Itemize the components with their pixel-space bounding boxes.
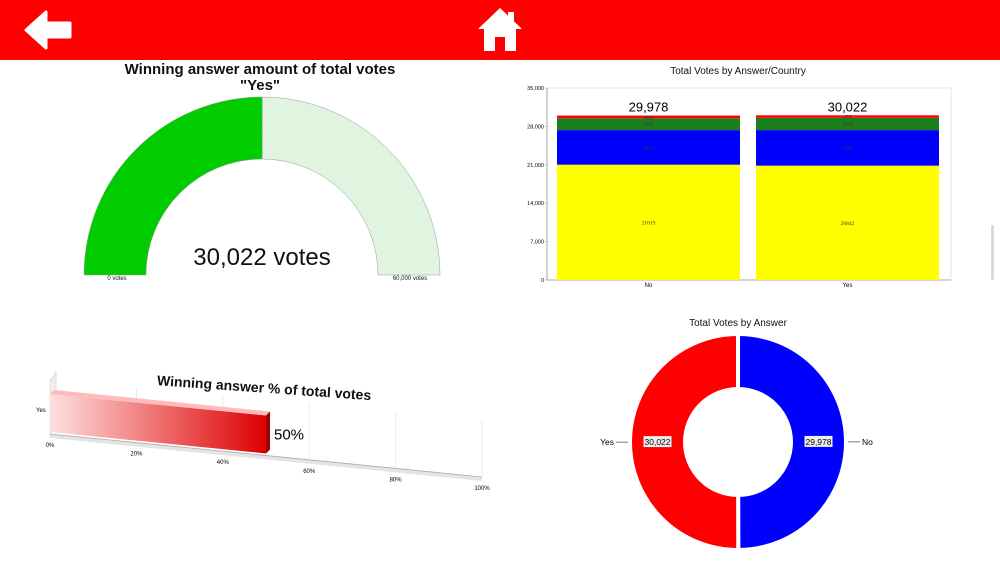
percent-bar-top	[50, 390, 270, 416]
stacked-bar-segment	[557, 118, 740, 131]
percent-value-label: 50%	[274, 427, 304, 444]
stacked-bar-segment	[557, 164, 740, 280]
x-tick-label: 80%	[390, 477, 403, 483]
segment-value-label: 2167	[643, 122, 654, 128]
x-tick-label: 20%	[130, 452, 143, 458]
stacked-bar-chart: 0 7,000 14,000 21,000 28,000 35,000 21019 6304 2…	[527, 86, 952, 289]
gauge-max-label: 60,000 votes	[392, 276, 428, 282]
x-tick-label: 60%	[303, 469, 316, 475]
stacked-chart-title: Total Votes by Answer/Country	[670, 66, 806, 77]
stacked-bar-segment	[557, 115, 740, 119]
y-tick-label: 7,000	[530, 240, 544, 246]
x-tick-label: 0%	[46, 443, 55, 449]
slice-label-bg	[804, 435, 833, 447]
donut-chart-title: Total Votes by Answer	[689, 318, 787, 329]
home-icon	[478, 8, 522, 51]
home-button[interactable]	[475, 4, 525, 56]
gauge-remaining-arc	[261, 96, 441, 276]
segment-value-label: 488	[644, 115, 653, 121]
x-tick-label: 100%	[474, 486, 490, 492]
y-tick-label: 14,000	[527, 201, 544, 207]
slice-name-label: Yes	[600, 437, 614, 447]
y-tick-label: 28,000	[527, 124, 544, 130]
stacked-bar-segment	[756, 165, 939, 280]
gauge-answer-text: "Yes"	[239, 77, 281, 94]
stacked-bar-segment	[756, 117, 939, 131]
segment-value-label: 2239	[842, 122, 853, 128]
x-tick-label: Yes	[843, 283, 853, 289]
x-tick-label: 40%	[217, 460, 230, 466]
y-category-label: Yes	[36, 408, 46, 414]
percent-bar	[50, 394, 266, 454]
segment-value-label: 21019	[642, 220, 656, 226]
donut-chart: 29,978 No 30,022 Yes	[600, 331, 873, 553]
slice-label-bg	[643, 436, 672, 448]
bar-total-label: 30,022	[828, 99, 868, 114]
segment-value-label: 6304	[643, 145, 654, 151]
percent-bar-chart: 0% 20% 40% 60% 80% 100% 50% Yes	[36, 372, 490, 492]
scrollbar[interactable]	[991, 225, 994, 280]
gauge-title-text: Winning answer amount of total votes	[124, 61, 396, 78]
stacked-bar-segment	[756, 130, 939, 166]
donut-slice	[628, 331, 741, 553]
slice-name-label: No	[862, 437, 873, 447]
gauge-min-label: 0 votes	[107, 276, 127, 282]
y-tick-label: 0	[541, 278, 544, 284]
chart-floor	[50, 434, 482, 481]
percent-bar-end	[266, 411, 270, 454]
y-tick-label: 35,000	[527, 86, 544, 92]
x-axis-line	[49, 433, 483, 478]
back-button[interactable]	[20, 8, 80, 52]
gauge-chart	[83, 96, 441, 276]
bar-total-label: 29,978	[629, 100, 669, 115]
slice-value-label: 30,022	[645, 437, 671, 447]
stacked-bar-segment	[557, 130, 740, 165]
x-tick-label: No	[645, 283, 653, 289]
segment-value-label: 457	[843, 115, 852, 121]
stacked-bar-segment	[756, 115, 939, 118]
segment-value-label: 6484	[842, 146, 853, 152]
gauge-title: Winning answer amount of total votes "Ye…	[100, 62, 420, 94]
top-bar	[0, 0, 1000, 60]
gauge-value-label: 30,022 votes	[193, 244, 331, 271]
slice-value-label: 29,978	[805, 437, 831, 447]
donut-slice	[736, 331, 849, 553]
arrow-left-icon	[24, 10, 72, 50]
segment-value-label: 20842	[841, 221, 855, 227]
y-tick-label: 21,000	[527, 163, 544, 169]
gauge-value-arc	[83, 96, 263, 276]
